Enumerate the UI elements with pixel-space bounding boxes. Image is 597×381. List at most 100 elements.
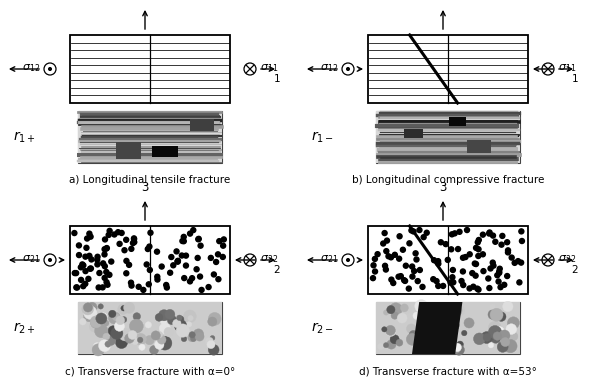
Circle shape	[176, 259, 180, 264]
Circle shape	[492, 326, 504, 339]
Bar	[368, 35, 528, 103]
Circle shape	[87, 253, 92, 258]
Circle shape	[110, 333, 118, 341]
Circle shape	[144, 262, 149, 267]
Circle shape	[216, 252, 220, 257]
Circle shape	[171, 263, 176, 268]
Circle shape	[507, 317, 519, 329]
Circle shape	[441, 344, 450, 352]
Text: $r_{1+}$: $r_{1+}$	[13, 129, 35, 145]
Circle shape	[424, 331, 436, 344]
Circle shape	[161, 318, 167, 325]
Circle shape	[195, 255, 200, 261]
Text: 3: 3	[439, 181, 447, 194]
Text: d) Transverse fracture with α=53°: d) Transverse fracture with α=53°	[359, 366, 537, 376]
Circle shape	[473, 245, 479, 250]
Circle shape	[434, 279, 439, 283]
Circle shape	[509, 332, 518, 341]
Circle shape	[181, 275, 187, 280]
Circle shape	[90, 316, 102, 328]
Circle shape	[181, 336, 187, 342]
Circle shape	[139, 344, 145, 351]
Circle shape	[124, 237, 129, 242]
Circle shape	[430, 343, 439, 352]
Circle shape	[404, 263, 408, 268]
Circle shape	[412, 269, 417, 274]
Circle shape	[85, 236, 90, 241]
Circle shape	[122, 248, 127, 253]
Circle shape	[383, 310, 389, 315]
Circle shape	[107, 272, 112, 277]
Circle shape	[109, 312, 121, 324]
Circle shape	[409, 330, 418, 339]
Circle shape	[391, 280, 396, 285]
Circle shape	[125, 334, 134, 343]
Text: 1: 1	[273, 74, 280, 84]
Circle shape	[410, 274, 415, 279]
Circle shape	[438, 240, 444, 245]
Circle shape	[481, 252, 485, 257]
Circle shape	[436, 325, 447, 336]
Circle shape	[439, 320, 448, 329]
Circle shape	[133, 313, 140, 320]
Circle shape	[451, 280, 456, 285]
Circle shape	[82, 303, 94, 315]
Circle shape	[420, 284, 425, 290]
Circle shape	[517, 280, 522, 285]
Circle shape	[127, 263, 131, 267]
Circle shape	[519, 260, 524, 265]
Circle shape	[499, 330, 510, 341]
Circle shape	[187, 279, 192, 284]
Circle shape	[94, 324, 108, 338]
Circle shape	[387, 340, 396, 349]
Circle shape	[396, 274, 401, 279]
Circle shape	[503, 301, 513, 312]
Circle shape	[109, 259, 114, 264]
Circle shape	[131, 237, 137, 242]
Circle shape	[389, 303, 402, 316]
Circle shape	[121, 306, 127, 311]
Circle shape	[84, 306, 97, 319]
Bar	[404, 129, 423, 138]
Circle shape	[414, 257, 419, 262]
Bar	[190, 118, 214, 131]
Circle shape	[475, 240, 480, 245]
Circle shape	[75, 285, 79, 290]
Circle shape	[452, 231, 457, 236]
Circle shape	[476, 253, 481, 258]
Circle shape	[386, 326, 396, 336]
Text: $\sigma_{22}$: $\sigma_{22}$	[558, 253, 576, 265]
Bar	[449, 117, 466, 126]
Circle shape	[137, 342, 145, 350]
Text: $\sigma_{21}$: $\sigma_{21}$	[320, 253, 338, 265]
Circle shape	[411, 229, 416, 234]
Polygon shape	[412, 302, 463, 354]
Circle shape	[106, 232, 111, 237]
Circle shape	[488, 266, 493, 271]
Circle shape	[179, 253, 184, 258]
Circle shape	[76, 253, 82, 258]
Circle shape	[83, 269, 88, 274]
Circle shape	[450, 267, 456, 272]
Circle shape	[137, 337, 143, 343]
Circle shape	[499, 242, 504, 247]
Circle shape	[95, 262, 100, 267]
Circle shape	[412, 328, 419, 336]
Circle shape	[173, 319, 181, 328]
Circle shape	[490, 304, 496, 309]
Circle shape	[402, 278, 407, 283]
Circle shape	[483, 333, 491, 341]
Circle shape	[476, 287, 481, 292]
Circle shape	[74, 285, 79, 290]
Circle shape	[98, 304, 103, 309]
Bar	[152, 146, 179, 157]
Circle shape	[145, 336, 154, 345]
Circle shape	[504, 240, 510, 245]
Circle shape	[407, 241, 412, 246]
Circle shape	[453, 305, 464, 316]
Circle shape	[106, 336, 116, 346]
Circle shape	[84, 245, 89, 250]
Circle shape	[87, 302, 97, 313]
Circle shape	[84, 303, 93, 312]
Circle shape	[130, 319, 143, 333]
